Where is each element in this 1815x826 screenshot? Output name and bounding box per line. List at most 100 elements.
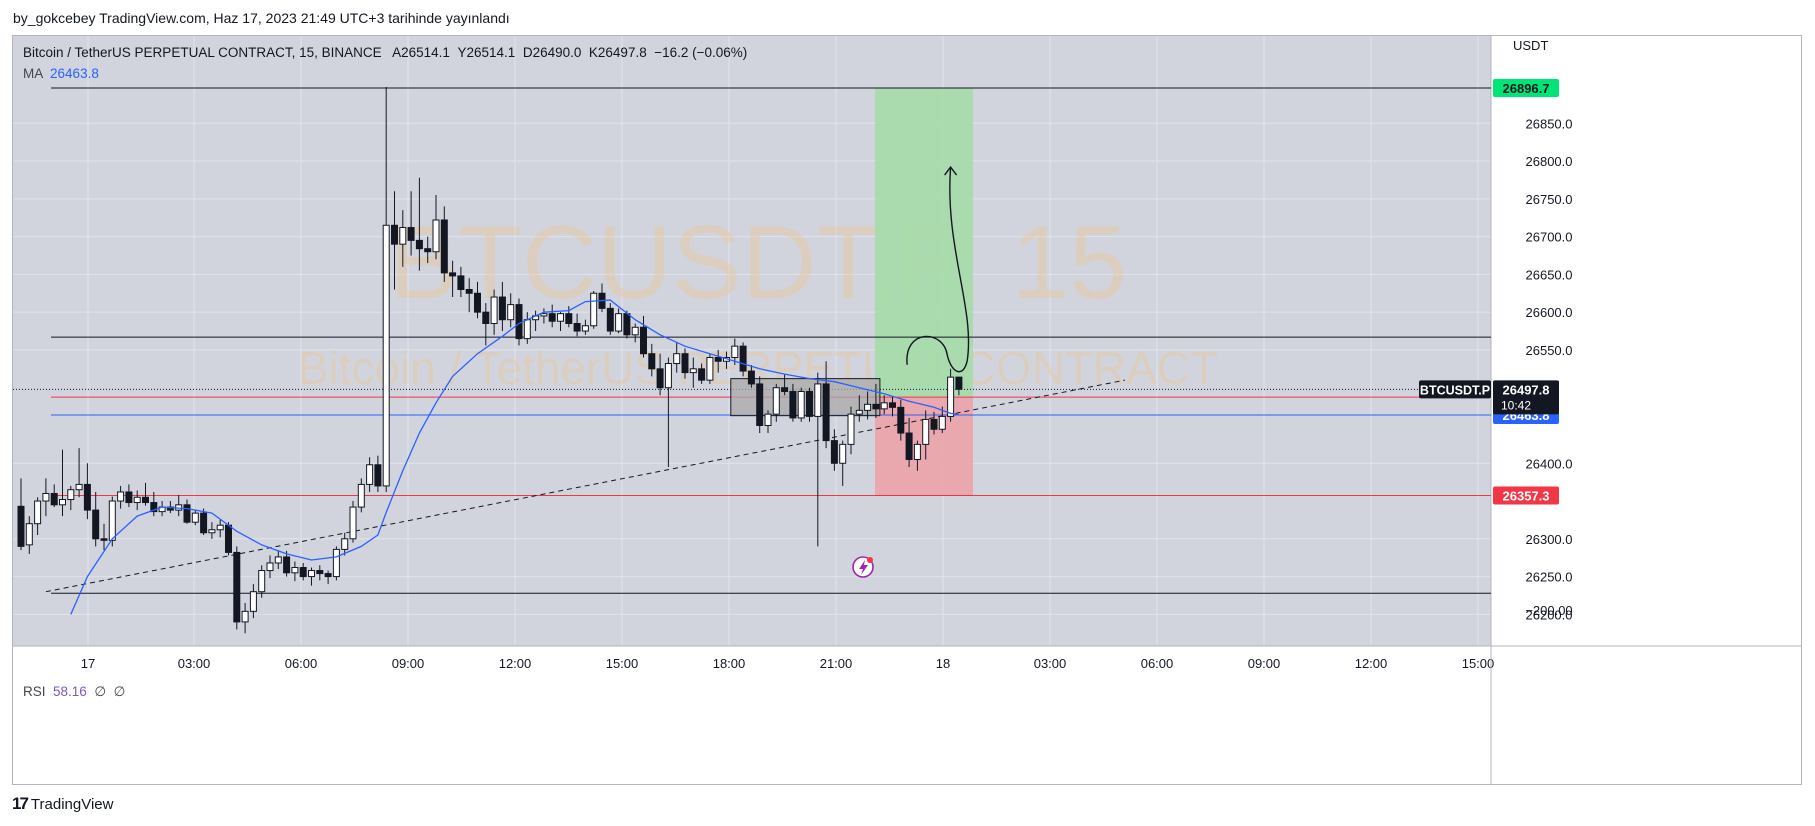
candle-body xyxy=(241,610,249,623)
candle xyxy=(117,485,125,509)
candle xyxy=(897,399,905,441)
candle-body xyxy=(822,383,830,442)
candle-body xyxy=(283,556,291,574)
candle-body xyxy=(689,368,697,374)
price-tick-label: 26400.0 xyxy=(1526,456,1573,471)
candlestick-chart[interactable]: 17 03:00 06:00 09:00 12:00 15:00 18:00 21:00 18 0… xyxy=(13,36,1801,784)
open-value: 26514.1 xyxy=(401,45,450,60)
candle-body xyxy=(440,219,448,274)
candle xyxy=(150,491,158,517)
candle xyxy=(581,319,589,335)
time-tick-label: 17 xyxy=(81,656,95,671)
candle xyxy=(216,519,224,538)
candle-body xyxy=(540,313,548,317)
open-label: A xyxy=(392,45,402,60)
level-price-label-bg xyxy=(1493,486,1559,505)
symbol-tag-label: BTCUSDT.P xyxy=(1420,383,1490,397)
candle xyxy=(482,303,490,346)
candle-body xyxy=(75,483,83,491)
candle-body xyxy=(581,325,589,332)
tradingview-footer[interactable]: 17 TradingView xyxy=(12,794,113,814)
candle xyxy=(440,206,448,282)
time-tick-label: 15:00 xyxy=(1462,656,1495,671)
candle-body xyxy=(357,483,365,508)
candle xyxy=(391,191,398,290)
candle-body xyxy=(332,548,340,578)
level-price-label: 26357.3 xyxy=(1503,489,1550,504)
candle xyxy=(955,376,963,396)
candle xyxy=(324,570,332,585)
candle xyxy=(59,449,66,517)
price-tick-label: −200.00 xyxy=(1525,603,1572,618)
candle xyxy=(764,410,772,434)
candle xyxy=(67,485,75,511)
candle xyxy=(357,478,365,513)
candle-body xyxy=(191,512,199,523)
candle-body xyxy=(681,353,689,374)
candle xyxy=(133,490,141,511)
candle-body xyxy=(316,570,324,575)
candle-body xyxy=(864,403,872,411)
candle-body xyxy=(548,313,556,322)
time-tick-label: 12:00 xyxy=(499,656,532,671)
candle-body xyxy=(59,499,66,506)
candle xyxy=(349,501,357,543)
price-tick-label: 26250.0 xyxy=(1526,570,1573,585)
candle xyxy=(872,383,880,418)
time-tick-label: 06:00 xyxy=(285,656,318,671)
candle-body xyxy=(930,418,938,430)
ma-value: 26463.8 xyxy=(50,66,99,81)
candle-body xyxy=(25,523,33,546)
change-value: −16.2 (−0.06%) xyxy=(654,45,748,60)
candle-body xyxy=(324,573,332,578)
candle xyxy=(50,484,58,508)
symbol-title[interactable]: Bitcoin / TetherUS PERPETUAL CONTRACT, 1… xyxy=(23,45,382,60)
price-tick-label: 26850.0 xyxy=(1526,116,1573,131)
candle-body xyxy=(449,272,457,277)
bar-countdown-label: 10:42 xyxy=(1501,398,1531,412)
candle-body xyxy=(714,356,722,362)
candle xyxy=(465,278,473,313)
candle xyxy=(698,363,706,384)
quote-currency-label: USDT xyxy=(1513,38,1548,53)
candle-body xyxy=(225,524,232,553)
candle xyxy=(457,266,465,298)
chart-pane[interactable]: 17 03:00 06:00 09:00 12:00 15:00 18:00 21:00 18 0… xyxy=(12,35,1802,785)
time-tick-label: 06:00 xyxy=(1141,656,1174,671)
candle xyxy=(855,395,863,422)
candle-body xyxy=(573,322,581,332)
candle-body xyxy=(50,492,58,506)
candle-body xyxy=(747,370,755,385)
ma-legend[interactable]: MA 26463.8 xyxy=(23,66,99,81)
time-tick-label: 03:00 xyxy=(1034,656,1067,671)
candle-body xyxy=(200,512,208,534)
candle-body xyxy=(673,353,681,365)
candle-body xyxy=(274,556,282,564)
candle-body xyxy=(698,368,706,381)
close-value: 26497.8 xyxy=(597,45,647,60)
candle xyxy=(922,410,930,460)
candle xyxy=(640,315,647,358)
candle-body xyxy=(913,443,921,460)
rsi-label: RSI xyxy=(23,684,46,699)
candle xyxy=(664,357,672,468)
rsi-value: 58.16 xyxy=(53,684,87,699)
consolidation-box xyxy=(730,378,881,417)
candle-body xyxy=(830,440,838,464)
candle-body xyxy=(490,296,498,324)
candle xyxy=(407,191,415,256)
drawn-pattern-path xyxy=(906,167,970,373)
candle xyxy=(905,417,913,468)
candle xyxy=(341,532,349,556)
candle xyxy=(291,561,299,582)
candle xyxy=(806,387,813,422)
rsi-legend[interactable]: RSI 58.16 ∅ ∅ xyxy=(23,684,125,700)
candle-body xyxy=(341,538,349,550)
candle xyxy=(208,522,216,539)
candle-body xyxy=(457,275,465,290)
candle xyxy=(274,550,282,570)
candle xyxy=(557,312,564,332)
candle-body xyxy=(872,403,880,410)
candle-body xyxy=(208,529,216,534)
candle xyxy=(200,508,208,536)
